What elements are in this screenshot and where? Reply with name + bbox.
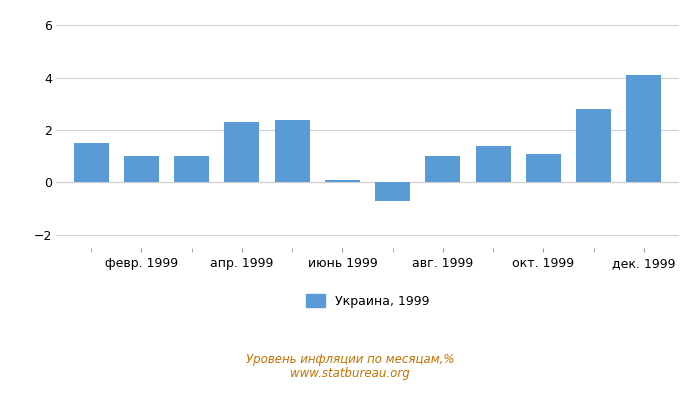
Text: Уровень инфляции по месяцам,%: Уровень инфляции по месяцам,%	[246, 354, 454, 366]
Bar	[74, 143, 108, 182]
Bar	[224, 122, 260, 182]
Text: www.statbureau.org: www.statbureau.org	[290, 368, 410, 380]
Bar	[274, 120, 309, 182]
Bar	[626, 75, 662, 182]
Bar	[375, 182, 410, 201]
Bar	[124, 156, 159, 182]
Bar	[174, 156, 209, 182]
Bar	[576, 109, 611, 182]
Bar	[426, 156, 461, 182]
Bar	[526, 154, 561, 182]
Bar	[475, 146, 511, 182]
Bar	[325, 180, 360, 182]
Legend: Украина, 1999: Украина, 1999	[301, 289, 434, 312]
